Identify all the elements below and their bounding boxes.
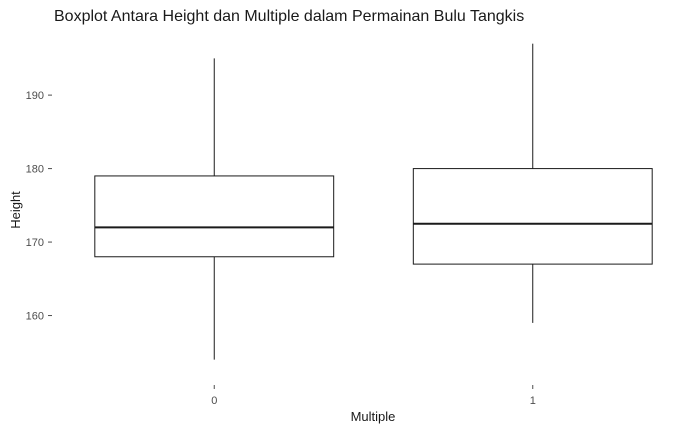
x-tick-label: 1 (530, 395, 536, 407)
box-0 (94, 58, 335, 360)
chart-title: Boxplot Antara Height dan Multiple dalam… (54, 8, 525, 25)
y-tick-label: 170 (26, 237, 44, 249)
y-tick-label: 160 (26, 311, 44, 323)
iqr-box (412, 168, 653, 265)
y-axis: 160 170 180 190 (26, 90, 52, 323)
y-axis-label: Height (8, 191, 23, 229)
box-1 (412, 43, 653, 323)
y-tick-label: 190 (26, 90, 44, 102)
boxes-layer (94, 43, 653, 360)
x-axis-label: Multiple (351, 409, 396, 424)
y-tick-label: 180 (26, 164, 44, 176)
x-tick-label: 0 (211, 395, 217, 407)
iqr-box (94, 175, 335, 258)
